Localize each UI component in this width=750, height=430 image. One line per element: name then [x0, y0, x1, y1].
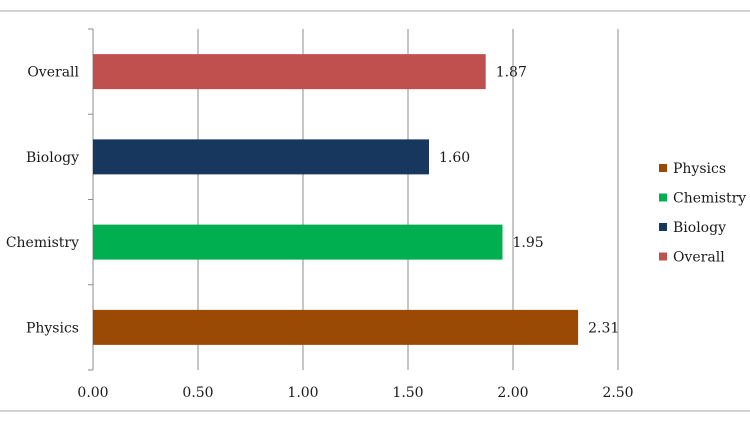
legend-swatch-biology [659, 223, 667, 231]
y-tick-label-biology: Biology [26, 150, 79, 166]
data-label-chemistry: 1.95 [513, 235, 544, 251]
data-label-physics: 2.31 [588, 320, 619, 336]
x-tick-label: 2.50 [602, 385, 633, 401]
bars [93, 54, 579, 345]
bar-chemistry [93, 224, 503, 260]
bar-physics [93, 309, 579, 345]
x-tick-label: 0.50 [182, 385, 213, 401]
y-tick-label-overall: Overall [27, 65, 79, 81]
legend-label-biology: Biology [673, 220, 726, 236]
data-label-biology: 1.60 [439, 150, 470, 166]
data-label-overall: 1.87 [496, 65, 527, 81]
bar-overall [93, 54, 486, 90]
legend: Physics Chemistry Biology Overall [659, 161, 746, 266]
legend-label-chemistry: Chemistry [673, 191, 746, 207]
x-tick-label: 1.50 [392, 385, 423, 401]
bar-biology [93, 139, 429, 175]
y-tick-label-physics: Physics [26, 320, 79, 336]
x-tick-label: 2.00 [497, 385, 528, 401]
legend-label-physics: Physics [673, 161, 726, 177]
legend-swatch-physics [659, 164, 667, 172]
y-tick-label-chemistry: Chemistry [6, 235, 79, 251]
x-tick-label: 0.00 [77, 385, 108, 401]
legend-swatch-chemistry [659, 193, 667, 202]
axes: 0.00 0.50 1.00 1.50 2.00 2.50 Physics Chemistry… [6, 28, 634, 401]
data-labels: 2.31 1.95 1.60 1.87 [439, 65, 619, 337]
x-tick-label: 1.00 [287, 385, 318, 401]
legend-swatch-overall [659, 252, 667, 261]
legend-label-overall: Overall [673, 250, 725, 266]
